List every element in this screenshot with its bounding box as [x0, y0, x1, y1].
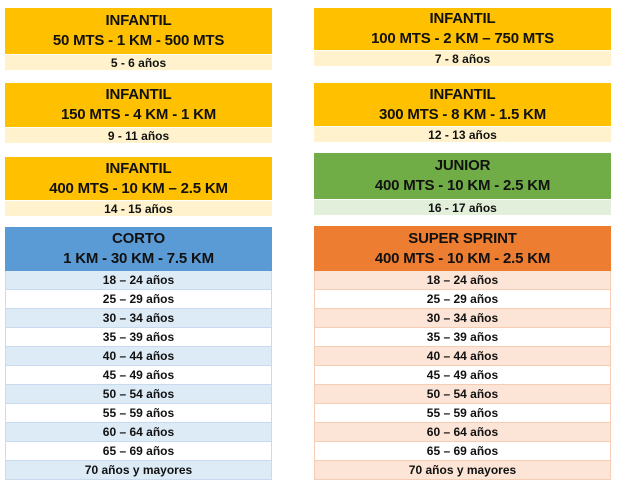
age-group: 12 - 13 años	[314, 126, 611, 142]
age-group: 7 - 8 años	[314, 50, 611, 66]
category-block: INFANTIL 150 MTS - 4 KM - 1 KM 9 - 11 años	[5, 83, 272, 143]
age-group: 25 – 29 años	[5, 290, 272, 309]
category-header: SUPER SPRINT 400 MTS - 10 KM - 2.5 KM	[314, 226, 611, 271]
age-group: 16 - 17 años	[314, 199, 611, 215]
category-title: INFANTIL	[105, 86, 172, 103]
age-group: 60 – 64 años	[5, 423, 272, 442]
category-title: INFANTIL	[429, 85, 496, 103]
category-distance: 100 MTS - 2 KM – 750 MTS	[371, 30, 554, 47]
category-header: JUNIOR 400 MTS - 10 KM - 2.5 KM	[314, 153, 611, 199]
category-header: INFANTIL 100 MTS - 2 KM – 750 MTS	[314, 8, 611, 50]
age-group: 65 – 69 años	[314, 442, 611, 461]
age-group: 9 - 11 años	[5, 127, 272, 143]
category-header: CORTO 1 KM - 30 KM - 7.5 KM	[5, 227, 272, 271]
category-block: INFANTIL 400 MTS - 10 KM – 2.5 KM 14 - 15 …	[5, 157, 272, 216]
age-group: 45 – 49 años	[5, 366, 272, 385]
category-distance: 1 KM - 30 KM - 7.5 KM	[63, 250, 214, 267]
age-group: 55 – 59 años	[5, 404, 272, 423]
age-group: 40 – 44 años	[5, 347, 272, 366]
category-title: JUNIOR	[434, 157, 491, 174]
category-header: INFANTIL 400 MTS - 10 KM – 2.5 KM	[5, 157, 272, 200]
age-group: 35 – 39 años	[314, 328, 611, 347]
age-group: 65 – 69 años	[5, 442, 272, 461]
age-group: 35 – 39 años	[5, 328, 272, 347]
age-group: 55 – 59 años	[314, 404, 611, 423]
age-group: 30 – 34 años	[5, 309, 272, 328]
age-group: 45 – 49 años	[314, 366, 611, 385]
category-title: CORTO	[112, 230, 165, 247]
age-group: 18 – 24 años	[314, 271, 611, 290]
category-block: SUPER SPRINT 400 MTS - 10 KM - 2.5 KM 18 –…	[314, 226, 611, 480]
age-group: 30 – 34 años	[314, 309, 611, 328]
age-group: 70 años y mayores	[5, 461, 272, 480]
category-distance: 300 MTS - 8 KM - 1.5 KM	[378, 105, 547, 123]
category-title: INFANTIL	[429, 10, 496, 27]
category-distance: 150 MTS - 4 KM - 1 KM	[61, 106, 216, 123]
category-distance: 50 MTS - 1 KM - 500 MTS	[52, 32, 225, 49]
age-group: 14 - 15 años	[5, 200, 272, 216]
age-group: 70 años y mayores	[314, 461, 611, 480]
category-block: INFANTIL 300 MTS - 8 KM - 1.5 KM 12 - 13 a…	[314, 83, 611, 142]
category-header: INFANTIL 300 MTS - 8 KM - 1.5 KM	[314, 83, 611, 126]
age-group: 50 – 54 años	[5, 385, 272, 404]
category-distance: 400 MTS - 10 KM - 2.5 KM	[374, 249, 551, 267]
age-group: 5 - 6 años	[5, 54, 272, 70]
category-block: CORTO 1 KM - 30 KM - 7.5 KM 18 – 24 años 25…	[5, 227, 272, 480]
category-distance: 400 MTS - 10 KM – 2.5 KM	[49, 179, 228, 197]
age-group: 60 – 64 años	[314, 423, 611, 442]
category-header: INFANTIL 50 MTS - 1 KM - 500 MTS	[5, 8, 272, 54]
category-distance: 400 MTS - 10 KM - 2.5 KM	[374, 177, 551, 194]
category-block: INFANTIL 100 MTS - 2 KM – 750 MTS 7 - 8 añ…	[314, 8, 611, 66]
category-header: INFANTIL 150 MTS - 4 KM - 1 KM	[5, 83, 272, 127]
age-group: 18 – 24 años	[5, 271, 272, 290]
age-group: 50 – 54 años	[314, 385, 611, 404]
age-group: 25 – 29 años	[314, 290, 611, 309]
category-block: INFANTIL 50 MTS - 1 KM - 500 MTS 5 - 6 año…	[5, 8, 272, 70]
category-block: JUNIOR 400 MTS - 10 KM - 2.5 KM 16 - 17 añ…	[314, 153, 611, 215]
age-group: 40 – 44 años	[314, 347, 611, 366]
category-title: INFANTIL	[105, 159, 172, 177]
category-title: SUPER SPRINT	[408, 229, 517, 247]
category-title: INFANTIL	[105, 12, 172, 29]
